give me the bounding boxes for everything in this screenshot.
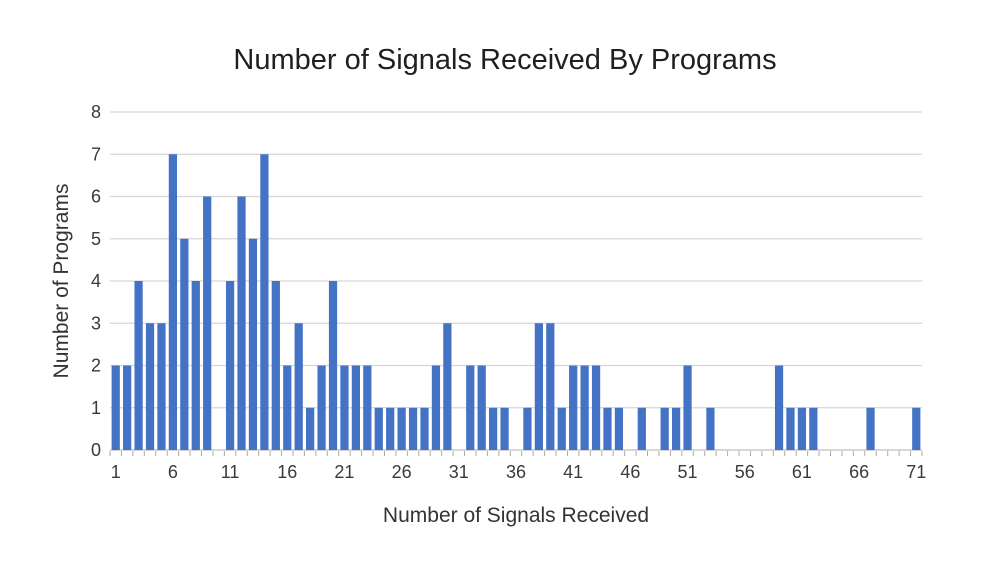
bar [637, 407, 646, 450]
bar [809, 407, 818, 450]
bar [797, 407, 807, 450]
x-tick-label: 71 [906, 462, 926, 482]
chart-title: Number of Signals Received By Programs [233, 44, 777, 76]
bar [134, 281, 143, 450]
x-tick-label: 21 [334, 462, 354, 482]
bar [523, 407, 532, 450]
x-tick-labels: 1 6 11 16 21 26 31 36 41 46 51 56 61 66 71 [111, 462, 927, 482]
bar [306, 407, 315, 450]
bar [443, 323, 452, 450]
bar [374, 407, 383, 450]
y-tick-label: 8 [91, 102, 101, 122]
bar [145, 323, 155, 450]
x-tick-label: 11 [221, 462, 240, 482]
bar [191, 281, 200, 450]
bar [386, 407, 395, 450]
y-tick-label: 6 [91, 187, 101, 207]
bar [271, 281, 280, 450]
y-tick-label: 7 [91, 144, 101, 164]
y-tick-labels: 0 1 2 3 4 5 6 7 8 [91, 102, 101, 460]
bar [774, 365, 784, 450]
x-tick-label: 41 [563, 462, 583, 482]
bar [340, 365, 349, 450]
bar [180, 238, 189, 450]
bar [706, 407, 715, 450]
x-tick-label: 16 [277, 462, 297, 482]
y-tick-label: 1 [91, 398, 101, 418]
x-tick-label: 31 [449, 462, 469, 482]
bar [431, 365, 441, 450]
bar [397, 407, 406, 450]
bar [912, 407, 921, 450]
bar [580, 365, 589, 450]
y-tick-label: 5 [91, 229, 101, 249]
bar [123, 365, 132, 450]
x-tick-label: 51 [678, 462, 698, 482]
bar [489, 407, 498, 450]
bar [328, 281, 338, 450]
x-tick-label: 66 [849, 462, 869, 482]
bar [672, 407, 681, 450]
bar [248, 238, 258, 450]
y-tick-label: 2 [91, 356, 101, 376]
bar [157, 323, 166, 450]
x-tick-label: 6 [168, 462, 178, 482]
bar [351, 365, 360, 450]
x-tick-marks [109, 451, 923, 456]
bar [660, 407, 669, 450]
bar [294, 323, 303, 450]
bar [786, 407, 795, 450]
bar [534, 323, 543, 450]
bar [225, 281, 235, 450]
bar [591, 365, 601, 450]
y-tick-label: 3 [91, 313, 101, 333]
x-tick-label: 1 [111, 462, 121, 482]
bar [546, 323, 555, 450]
x-tick-label: 26 [392, 462, 412, 482]
bar [683, 365, 692, 450]
y-tick-label: 0 [91, 440, 101, 460]
bar [317, 365, 326, 450]
bar [614, 407, 624, 450]
bar [466, 365, 475, 450]
x-axis-title: Number of Signals Received [382, 504, 650, 527]
bar [477, 365, 486, 450]
bar [557, 407, 566, 450]
bar [283, 365, 292, 450]
bar [203, 196, 212, 450]
x-tick-label: 56 [735, 462, 755, 482]
bar [603, 407, 612, 450]
x-tick-label: 61 [792, 462, 812, 482]
bar [168, 154, 178, 450]
bar [111, 365, 120, 450]
bar [420, 407, 429, 450]
bar [500, 407, 509, 450]
x-tick-label: 46 [620, 462, 640, 482]
bar [866, 407, 875, 450]
bar [260, 154, 269, 450]
x-tick-label: 36 [506, 462, 526, 482]
bar [237, 196, 246, 450]
bar [569, 365, 578, 450]
bar [408, 407, 418, 450]
y-tick-label: 4 [91, 271, 101, 291]
bar [363, 365, 372, 450]
bars [111, 154, 921, 450]
